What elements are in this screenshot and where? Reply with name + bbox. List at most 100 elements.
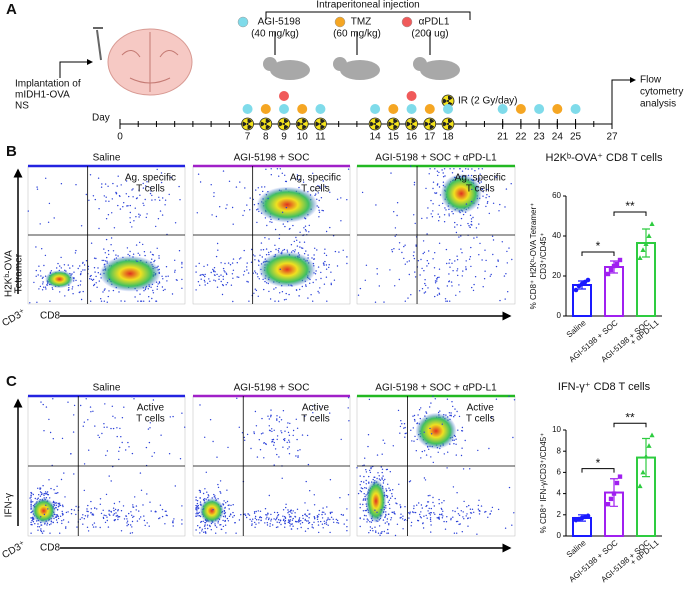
event-dot [104, 288, 106, 290]
event-dot [491, 506, 494, 509]
event-dot [491, 416, 493, 418]
syringe [93, 27, 103, 61]
event-dot [252, 518, 254, 520]
event-dot [30, 532, 32, 534]
event-dot [404, 263, 406, 265]
event-dot [346, 526, 348, 528]
event-dot [43, 264, 45, 267]
event-dot [195, 506, 197, 509]
event-dot [220, 505, 222, 507]
event-dot [505, 188, 508, 190]
event-dot [217, 486, 220, 489]
event-dot [318, 513, 320, 516]
event-dot [38, 526, 41, 528]
event-dot [86, 526, 89, 528]
event-dot [221, 293, 224, 296]
event-dot [415, 245, 417, 247]
event-dot [73, 414, 75, 416]
event-dot [286, 249, 288, 251]
event-dot [452, 510, 454, 512]
legend-dose: (60 mg/kg) [333, 29, 381, 40]
event-dot [273, 464, 275, 466]
event-dot [268, 253, 270, 256]
event-dot [199, 490, 202, 492]
event-dot [268, 238, 270, 240]
event-dot [215, 532, 217, 534]
event-dot [244, 187, 246, 189]
panel-letter: B [6, 143, 17, 160]
event-dot [359, 490, 361, 492]
event-dot [210, 529, 212, 531]
event-dot [424, 279, 426, 281]
ir-dose [441, 117, 455, 131]
event-dot [317, 206, 320, 208]
event-dot [374, 301, 377, 303]
event-dot [213, 496, 215, 498]
event-dot [381, 477, 383, 479]
event-dot [296, 438, 298, 441]
event-dot [34, 523, 36, 525]
event-dot [277, 526, 279, 528]
event-dot [38, 494, 40, 496]
ir-blade [247, 118, 252, 124]
event-dot [115, 254, 117, 256]
event-dot [116, 514, 119, 517]
event-dot [92, 278, 95, 281]
event-dot [295, 289, 298, 291]
event-dot [206, 282, 209, 284]
event-dot [57, 262, 59, 265]
event-dot [224, 524, 227, 526]
event-dot [443, 500, 445, 502]
event-dot [40, 516, 42, 518]
event-dot [105, 196, 107, 198]
event-dot [157, 218, 160, 220]
event-dot [232, 300, 234, 303]
event-dot [243, 270, 246, 272]
event-dot [401, 251, 403, 254]
event-dot [492, 202, 495, 204]
event-dot [402, 515, 404, 517]
event-dot [426, 233, 428, 235]
event-dot [422, 252, 424, 255]
event-dot [213, 270, 215, 273]
event-dot [276, 511, 279, 514]
event-dot [82, 425, 85, 427]
event-dot [80, 404, 82, 407]
event-dot [413, 511, 415, 514]
event-dot [414, 420, 416, 422]
event-dot [368, 532, 370, 534]
event-dot [106, 519, 109, 522]
event-dot [90, 278, 93, 280]
event-dot [224, 262, 226, 265]
event-dot [410, 429, 412, 431]
event-dot [40, 401, 42, 403]
event-dot [117, 509, 120, 511]
event-dot [486, 202, 489, 204]
event-dot [91, 514, 94, 516]
event-dot [453, 416, 455, 418]
point [611, 491, 617, 496]
event-dot [43, 513, 46, 516]
event-dot [129, 221, 131, 224]
event-dot [59, 532, 61, 534]
event-dot [424, 282, 426, 285]
event-dot [37, 497, 39, 499]
event-dot [473, 283, 475, 286]
event-dot [281, 211, 284, 213]
event-dot [367, 519, 369, 521]
event-dot [220, 262, 222, 264]
event-dot [174, 259, 176, 261]
event-dot [325, 264, 328, 266]
event-dot [219, 491, 221, 493]
event-dot [135, 505, 138, 507]
event-dot [404, 436, 406, 438]
event-dot [323, 283, 326, 285]
event-dot [462, 511, 464, 513]
event-dot [456, 270, 458, 272]
category-label: Saline [565, 538, 588, 560]
event-dot [463, 518, 465, 520]
ir-blade [393, 124, 398, 130]
event-dot [102, 516, 105, 519]
event-dot [289, 227, 291, 230]
event-dot [90, 274, 92, 277]
